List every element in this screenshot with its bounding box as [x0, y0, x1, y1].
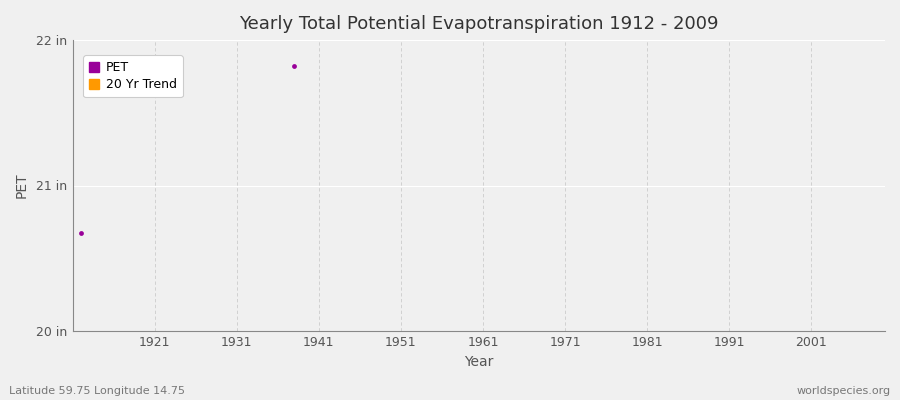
X-axis label: Year: Year	[464, 355, 493, 369]
Text: Latitude 59.75 Longitude 14.75: Latitude 59.75 Longitude 14.75	[9, 386, 185, 396]
Title: Yearly Total Potential Evapotranspiration 1912 - 2009: Yearly Total Potential Evapotranspiratio…	[239, 15, 718, 33]
Point	[74, 230, 88, 237]
Point	[287, 63, 302, 70]
Text: worldspecies.org: worldspecies.org	[796, 386, 891, 396]
Legend: PET, 20 Yr Trend: PET, 20 Yr Trend	[83, 55, 183, 97]
Y-axis label: PET: PET	[15, 173, 29, 198]
